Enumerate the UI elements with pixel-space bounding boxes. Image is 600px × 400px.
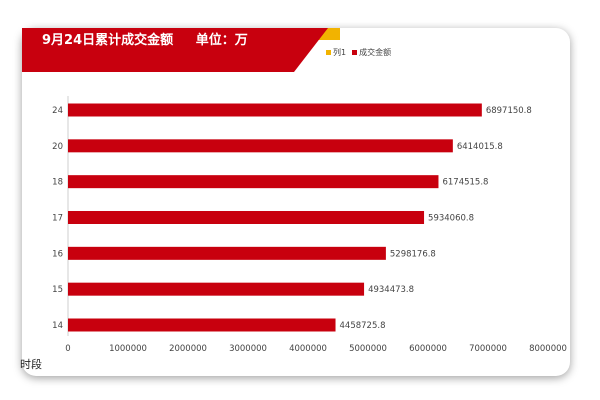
bar-24: [68, 103, 482, 117]
chart-title: 9月24日累计成交金额 单位：万: [42, 33, 248, 48]
x-tick-label-8: 8000000: [529, 344, 567, 354]
bar-14: [68, 318, 336, 332]
x-tick-label-7: 7000000: [469, 344, 507, 354]
bar-16: [68, 246, 386, 260]
bar-15: [68, 282, 365, 296]
x-tick-label-4: 4000000: [289, 344, 327, 354]
y-tick-label-14: 14: [52, 321, 63, 331]
bar-20: [68, 139, 453, 153]
legend-item-amount: 成交金额: [352, 47, 391, 58]
y-tick-label-17: 17: [52, 214, 63, 224]
title-banner: [22, 28, 340, 72]
legend-label-series1: 列1: [333, 48, 347, 57]
y-tick-label-16: 16: [52, 249, 63, 259]
value-label-15: 4934473.8: [368, 285, 414, 295]
value-label-18: 6174515.8: [442, 178, 488, 188]
y-tick-label-20: 20: [52, 142, 63, 152]
value-label-16: 5298176.8: [390, 249, 436, 259]
y-axis-title: 时段: [20, 358, 42, 371]
bar-17: [68, 211, 425, 224]
x-tick-label-0: 0: [65, 344, 70, 354]
value-label-24: 6897150.8: [486, 106, 532, 116]
x-tick-label-5: 5000000: [349, 344, 387, 354]
value-label-17: 5934060.8: [428, 214, 474, 224]
banner-red: [22, 28, 328, 72]
legend: 列1 成交金额: [326, 47, 394, 58]
x-tick-label-3: 3000000: [229, 344, 267, 354]
value-label-14: 4458725.8: [340, 321, 386, 331]
chart-card: [22, 28, 570, 376]
y-tick-label-24: 24: [52, 106, 63, 116]
legend-swatch-series1: [326, 50, 331, 55]
legend-swatch-amount: [352, 50, 358, 55]
bar-18: [68, 175, 439, 189]
x-tick-label-2: 2000000: [169, 344, 207, 354]
y-tick-label-15: 15: [52, 285, 63, 295]
legend-label-amount: 成交金额: [359, 48, 392, 57]
x-tick-label-6: 6000000: [409, 344, 447, 354]
legend-item-series1: 列1: [326, 47, 346, 58]
value-label-20: 6414015.8: [457, 142, 503, 152]
x-tick-label-1: 1000000: [109, 344, 147, 354]
y-tick-label-18: 18: [52, 178, 63, 188]
